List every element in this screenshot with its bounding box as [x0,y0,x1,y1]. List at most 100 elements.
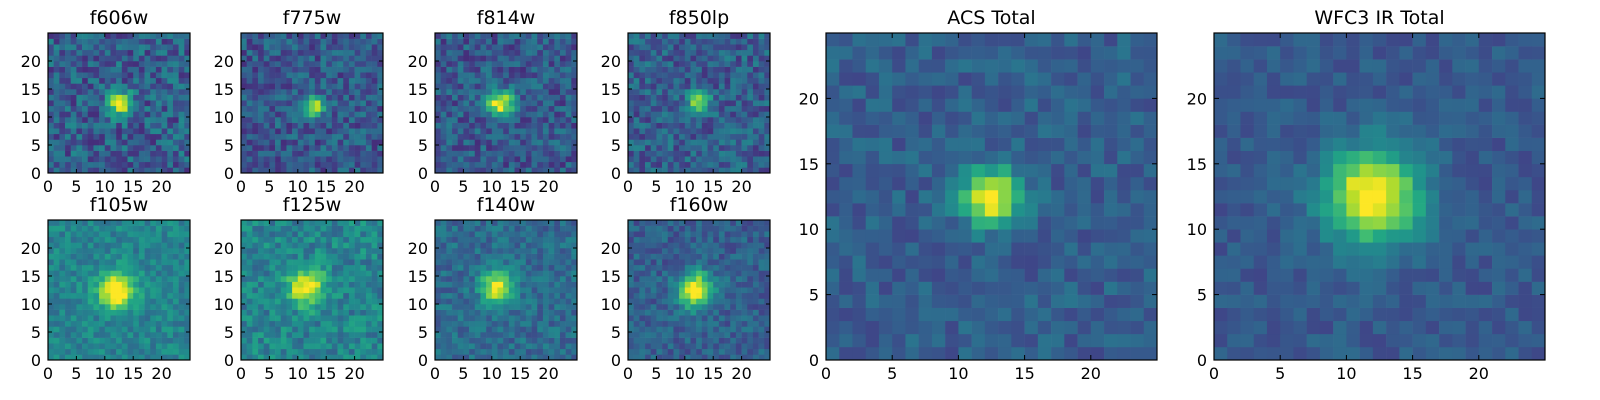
heatmap-cell [474,117,481,123]
heatmap-cell [554,122,561,129]
heatmap-cell [286,94,293,101]
heatmap-cell [435,220,441,226]
heatmap-cell [133,156,140,163]
heatmap-cell [474,354,481,361]
heatmap-cell [667,100,674,107]
heatmap-cell [70,315,77,322]
heatmap-cell [292,100,299,107]
heatmap-cell [104,320,111,327]
heatmap-cell [520,326,527,333]
heatmap-cell [252,236,259,243]
heatmap-cell [365,287,372,294]
heatmap-cell [297,94,304,101]
heatmap-cell [104,259,111,266]
heatmap-cell [469,259,476,266]
heatmap-cell [354,133,361,140]
heatmap-cell [155,133,162,140]
heatmap-cell [531,55,538,62]
heatmap-cell [110,348,117,355]
heatmap-cell [452,225,459,232]
heatmap-cell [252,259,259,266]
heatmap-cell [155,332,162,338]
heatmap-cell [491,326,498,333]
heatmap-cell [673,77,680,84]
heatmap-cell [446,264,453,271]
heatmap-cell [446,145,453,151]
heatmap-cell [508,354,515,361]
heatmap-cell [730,348,737,355]
heatmap-cell [480,61,487,67]
heatmap-cell [48,320,54,327]
heatmap-cell [59,354,66,361]
heatmap-cell [520,133,527,140]
heatmap-cell [53,117,60,123]
heatmap-cell [440,161,447,168]
heatmap-cell [724,100,731,107]
heatmap-cell [645,337,652,344]
heatmap-cell [269,242,276,249]
heatmap-cell [735,292,742,299]
heatmap-cell [48,248,54,254]
heatmap-cell [486,150,493,157]
heatmap-cell [155,167,162,174]
heatmap-cell [65,55,72,62]
heatmap-cell [662,55,669,62]
heatmap-cell [138,133,145,140]
heatmap-cell [104,55,111,62]
heatmap-cell [758,77,765,84]
heatmap-cell [303,89,310,95]
heatmap-cell [116,49,123,56]
heatmap-cell [82,83,89,90]
heatmap-cell [348,332,355,338]
heatmap-cell [303,259,310,266]
heatmap-cell [571,117,578,123]
heatmap-cell [514,72,521,79]
heatmap-cell [343,100,350,107]
heatmap-cell [764,83,771,90]
heatmap-cell [508,145,515,151]
heatmap-cell [110,128,117,135]
heatmap-cell [144,337,151,344]
heatmap-cell [571,100,578,107]
heatmap-cell [326,220,333,226]
heatmap-cell [297,72,304,79]
y-tick-label: 20 [21,52,41,71]
heatmap-cell [463,248,470,254]
heatmap-cell [280,111,287,118]
heatmap-cell [167,105,174,112]
heatmap-cell [548,139,555,146]
heatmap-cell [724,111,731,118]
heatmap-cell [133,309,140,316]
heatmap-cell [571,94,578,101]
heatmap-cell [348,117,355,123]
heatmap-cell [303,292,310,299]
heatmap-cell [309,264,316,271]
heatmap-cell [246,337,253,344]
heatmap-cell [99,33,106,39]
heatmap-cell [269,225,276,232]
heatmap-cell [730,83,737,90]
heatmap-cell [76,343,83,350]
heatmap-cell [365,133,372,140]
heatmap-cell [435,343,441,350]
heatmap-cell [178,236,185,243]
heatmap-cell [155,354,162,361]
heatmap-cell [440,298,447,305]
heatmap-cell [371,49,378,56]
heatmap-cell [497,44,504,51]
heatmap-cell [650,66,657,73]
heatmap-cell [730,276,737,282]
heatmap-cell [343,139,350,146]
heatmap-cell [645,94,652,101]
heatmap-cell [469,231,476,238]
heatmap-cell [474,220,481,226]
heatmap-cell [292,128,299,135]
heatmap-cell [440,253,447,260]
heatmap-cell [713,281,720,288]
heatmap-cell [735,117,742,123]
heatmap-cell [269,66,276,73]
heatmap-cell [542,304,549,310]
heatmap-cell [628,61,634,67]
heatmap-cell [292,354,299,361]
x-tick-label: 15 [123,177,143,196]
